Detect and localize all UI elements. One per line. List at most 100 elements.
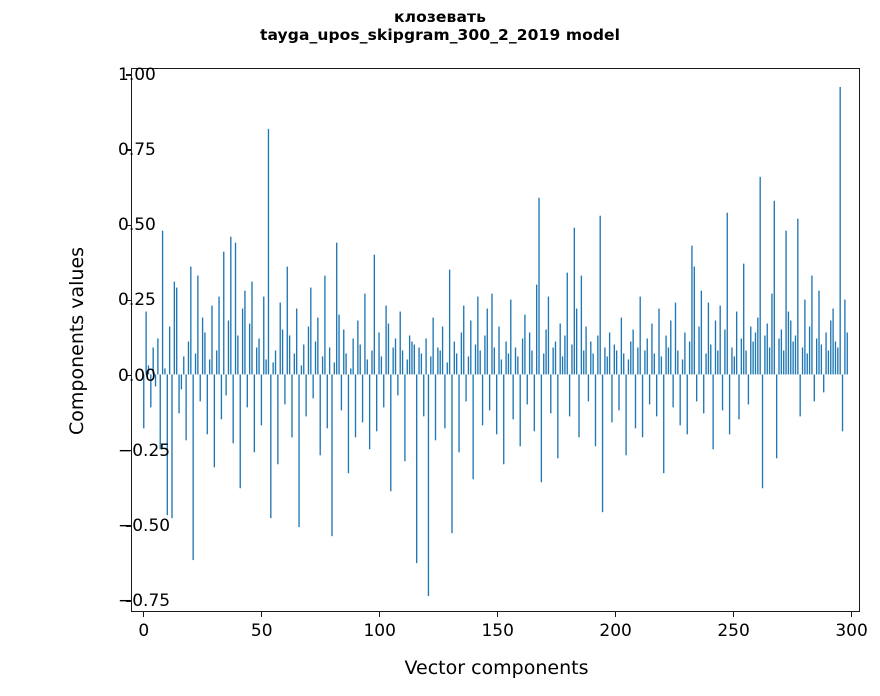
bar [265,359,267,375]
bar [211,305,213,375]
bar [552,347,554,375]
bar [808,326,811,375]
bar [145,311,147,375]
bar [371,350,373,375]
bar [154,374,157,387]
bar [293,353,296,375]
bar [653,353,655,375]
bar [220,374,223,420]
bar [378,332,380,375]
y-axis-label: Components values [66,246,88,435]
bar [307,326,310,375]
bar [754,332,757,375]
bar [517,356,519,375]
bar [187,341,190,375]
bar [147,365,150,375]
bar [310,287,312,375]
bar [771,293,773,375]
bar [623,353,625,375]
bar [693,266,695,375]
bar [620,317,623,375]
bar [296,308,298,375]
bar [404,374,406,462]
bar [811,275,813,375]
bar [637,347,639,375]
bar [714,320,717,375]
bar [159,374,161,450]
bar [463,305,465,375]
x-axis-label: Vector components [404,657,589,679]
bar [735,311,738,375]
bar [244,290,246,375]
bar [830,320,832,375]
bar [237,335,239,375]
bar [698,326,700,375]
x-tick-label: 250 [717,621,750,641]
bar [813,374,815,402]
bar [270,374,272,519]
bar [601,374,604,513]
bar [677,350,679,375]
bar [705,353,707,375]
bar [745,350,747,375]
bar [521,338,524,375]
bar [453,341,456,375]
bar [641,374,644,438]
bar [161,230,164,375]
bar [324,275,326,375]
bar [451,374,453,534]
bar [423,374,425,417]
chart-title-line-1: клозевать [394,8,486,26]
bar [568,374,571,417]
bar [380,356,383,375]
bar [528,332,531,375]
bar [434,374,437,441]
x-tick-mark [261,611,263,617]
bar [232,374,234,444]
bar [547,296,550,375]
x-tick-label: 200 [599,621,632,641]
bar [345,353,347,375]
bar [223,251,225,375]
bar [613,344,615,375]
x-tick-mark [379,611,381,617]
bar [554,341,557,375]
bar [456,353,458,375]
bar [143,374,145,429]
bar [818,290,820,375]
bar [383,374,385,408]
bar [178,374,180,414]
bar [583,350,585,375]
bar [408,335,411,375]
y-tick-mark [126,149,132,151]
bar [317,317,319,375]
bar [364,293,366,375]
bar [484,335,486,375]
bar [639,296,641,375]
x-tick-mark [850,611,853,617]
bar [543,353,545,375]
bar [493,347,496,375]
bar [590,341,592,375]
bar [672,374,674,408]
bar [646,338,648,375]
bar [166,374,168,516]
bar [728,374,731,435]
y-tick-mark [126,600,132,602]
bar [272,362,274,375]
bar [535,284,538,375]
bar [199,374,201,402]
bar [481,374,484,426]
bar [618,374,620,411]
bar [585,326,587,375]
bar [328,347,331,375]
bar [573,227,575,375]
bar [580,275,583,375]
bar [632,329,634,375]
bar [761,374,764,489]
bar [286,266,288,375]
bar [206,374,208,435]
bar [644,350,646,375]
bar [599,215,601,375]
